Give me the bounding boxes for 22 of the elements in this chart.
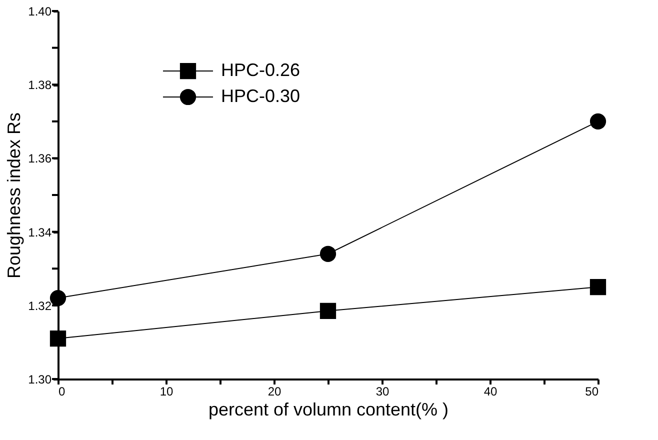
point: [590, 113, 606, 130]
y-tick-label: 1.32: [28, 298, 52, 313]
x-axis-title: percent of volumn content(% ): [208, 400, 449, 420]
legend-label: HPC-0.30: [221, 86, 300, 106]
point: [50, 330, 66, 347]
x-tick-label: 20: [268, 384, 282, 398]
y-tick-label: 1.30: [28, 372, 52, 386]
y-tick-label: 1.36: [28, 152, 52, 166]
x-tick-label: 40: [484, 384, 498, 398]
x-tick-label: 30: [376, 384, 390, 398]
x-tick-label: 50: [585, 384, 599, 398]
x-tick-label: 10: [160, 384, 174, 398]
legend-label: HPC-0.26: [221, 60, 300, 80]
y-tick-label: 1.38: [28, 78, 52, 92]
x-tick-label: 0: [58, 384, 66, 398]
point: [590, 278, 606, 296]
point: [320, 246, 336, 262]
y-axis-title: Roughness index Rs: [4, 112, 24, 279]
point: [320, 302, 336, 319]
y-tick-label: 1.34: [28, 225, 52, 240]
point: [50, 290, 66, 306]
y-tick-label: 1.40: [28, 4, 52, 18]
